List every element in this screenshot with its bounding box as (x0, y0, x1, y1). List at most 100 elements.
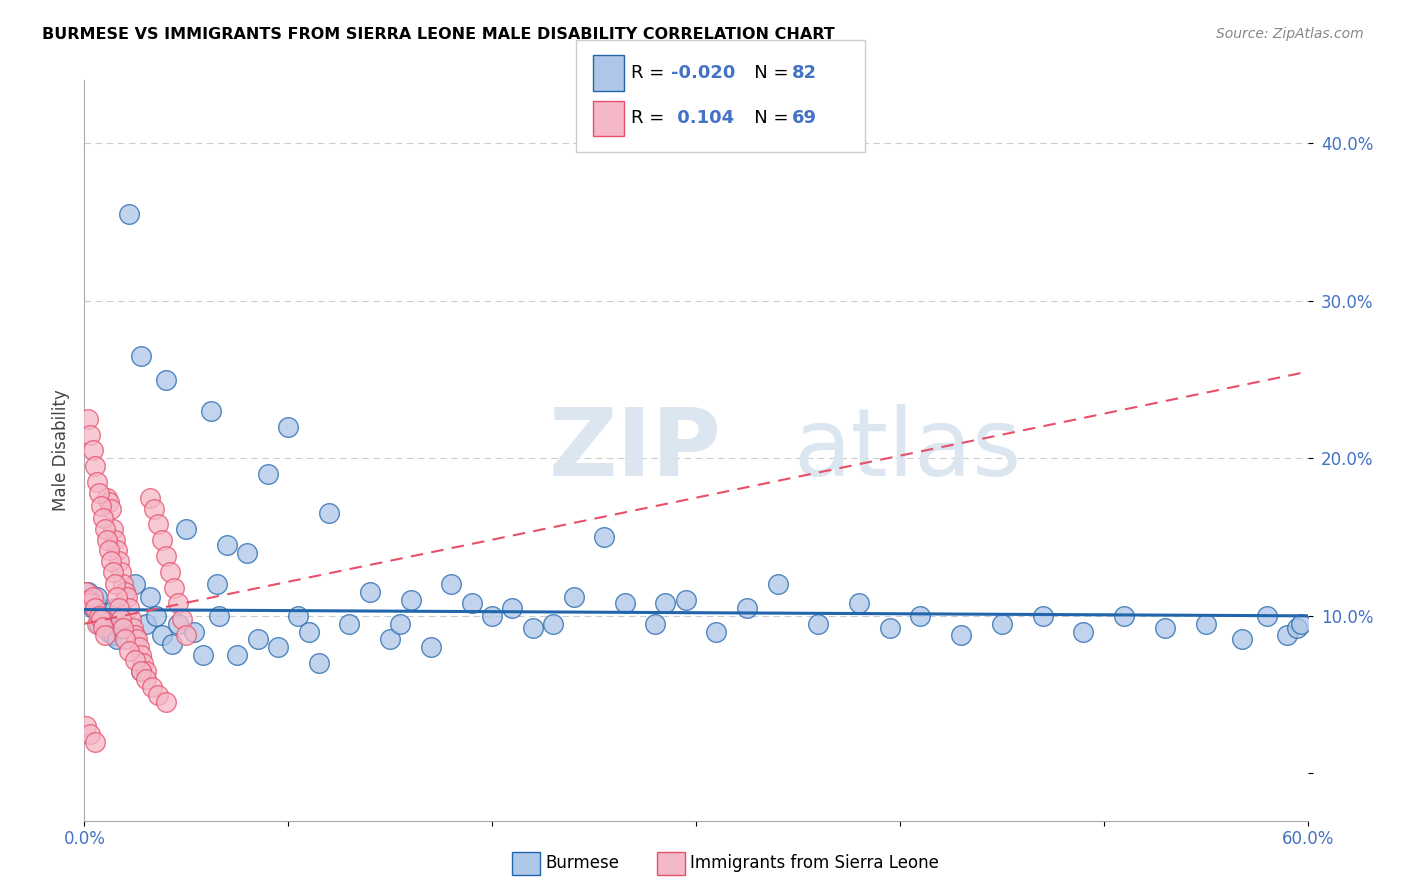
Burmese (1032, 608, 1054, 623)
Immigrants from Sierra Leone (115, 590, 138, 604)
Text: Burmese: Burmese (546, 855, 620, 872)
Text: Source: ZipAtlas.com: Source: ZipAtlas.com (1216, 27, 1364, 41)
Immigrants from Sierra Leone (83, 735, 105, 749)
Burmese (389, 616, 412, 631)
Immigrants from Sierra Leone (90, 499, 112, 513)
Immigrants from Sierra Leone (110, 612, 132, 626)
Text: BURMESE VS IMMIGRANTS FROM SIERRA LEONE MALE DISABILITY CORRELATION CHART: BURMESE VS IMMIGRANTS FROM SIERRA LEONE … (42, 27, 835, 42)
Burmese (86, 590, 108, 604)
Immigrants from Sierra Leone (118, 601, 141, 615)
Immigrants from Sierra Leone (100, 554, 122, 568)
Immigrants from Sierra Leone (86, 616, 108, 631)
Burmese (174, 522, 197, 536)
Immigrants from Sierra Leone (150, 533, 173, 548)
Immigrants from Sierra Leone (114, 585, 136, 599)
Burmese (380, 632, 402, 647)
Burmese (562, 590, 585, 604)
Text: 0.104: 0.104 (671, 110, 734, 128)
Burmese (91, 612, 114, 626)
Burmese (807, 616, 830, 631)
Burmese (191, 648, 214, 663)
Immigrants from Sierra Leone (112, 577, 135, 591)
Text: 82: 82 (792, 64, 817, 82)
Burmese (766, 577, 789, 591)
Immigrants from Sierra Leone (167, 596, 190, 610)
Immigrants from Sierra Leone (127, 632, 149, 647)
Immigrants from Sierra Leone (110, 565, 132, 579)
Immigrants from Sierra Leone (146, 688, 169, 702)
Burmese (246, 632, 269, 647)
Immigrants from Sierra Leone (96, 533, 118, 548)
Burmese (613, 596, 636, 610)
Burmese (287, 608, 309, 623)
Text: Immigrants from Sierra Leone: Immigrants from Sierra Leone (690, 855, 939, 872)
Burmese (644, 616, 666, 631)
Text: R =: R = (631, 64, 671, 82)
Immigrants from Sierra Leone (82, 443, 104, 458)
Immigrants from Sierra Leone (79, 427, 101, 442)
Immigrants from Sierra Leone (138, 491, 160, 505)
Burmese (1286, 622, 1309, 636)
Immigrants from Sierra Leone (120, 612, 142, 626)
Burmese (440, 577, 463, 591)
Immigrants from Sierra Leone (132, 656, 155, 670)
Immigrants from Sierra Leone (105, 542, 128, 557)
Burmese (461, 596, 484, 610)
Burmese (236, 546, 259, 560)
Burmese (257, 467, 280, 481)
Immigrants from Sierra Leone (79, 727, 101, 741)
Immigrants from Sierra Leone (172, 612, 194, 626)
Burmese (97, 624, 120, 639)
Text: N =: N = (737, 64, 794, 82)
Immigrants from Sierra Leone (87, 486, 110, 500)
Burmese (138, 590, 160, 604)
Immigrants from Sierra Leone (122, 622, 145, 636)
Immigrants from Sierra Leone (114, 632, 136, 647)
Burmese (593, 530, 616, 544)
Immigrants from Sierra Leone (77, 593, 100, 607)
Immigrants from Sierra Leone (97, 495, 120, 509)
Immigrants from Sierra Leone (112, 622, 135, 636)
Burmese (160, 637, 183, 651)
Immigrants from Sierra Leone (75, 719, 97, 733)
Burmese (991, 616, 1014, 631)
Burmese (145, 608, 167, 623)
Burmese (105, 632, 128, 647)
Immigrants from Sierra Leone (101, 565, 124, 579)
Immigrants from Sierra Leone (104, 533, 127, 548)
Burmese (502, 601, 524, 615)
Burmese (93, 606, 115, 620)
Burmese (87, 616, 110, 631)
Burmese (1073, 624, 1095, 639)
Burmese (110, 622, 132, 636)
Burmese (675, 593, 697, 607)
Immigrants from Sierra Leone (75, 585, 97, 599)
Burmese (318, 507, 340, 521)
Immigrants from Sierra Leone (124, 653, 146, 667)
Immigrants from Sierra Leone (91, 511, 114, 525)
Burmese (267, 640, 290, 655)
Immigrants from Sierra Leone (82, 590, 104, 604)
Immigrants from Sierra Leone (83, 459, 105, 474)
Immigrants from Sierra Leone (131, 664, 153, 678)
Immigrants from Sierra Leone (93, 522, 115, 536)
Burmese (83, 596, 105, 610)
Burmese (104, 601, 127, 615)
Immigrants from Sierra Leone (146, 517, 169, 532)
Immigrants from Sierra Leone (91, 620, 114, 634)
Burmese (124, 577, 146, 591)
Immigrants from Sierra Leone (90, 612, 112, 626)
Burmese (205, 577, 228, 591)
Burmese (77, 585, 100, 599)
Burmese (131, 664, 153, 678)
Burmese (217, 538, 239, 552)
Immigrants from Sierra Leone (101, 522, 124, 536)
Burmese (135, 616, 157, 631)
Immigrants from Sierra Leone (86, 475, 108, 489)
Immigrants from Sierra Leone (131, 648, 153, 663)
Burmese (114, 585, 136, 599)
Immigrants from Sierra Leone (159, 565, 181, 579)
Burmese (96, 615, 118, 629)
Burmese (706, 624, 728, 639)
Burmese (1154, 622, 1177, 636)
